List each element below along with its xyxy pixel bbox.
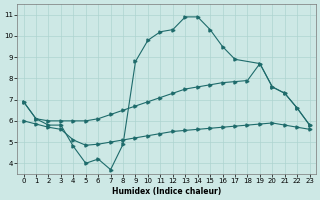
X-axis label: Humidex (Indice chaleur): Humidex (Indice chaleur) — [112, 187, 221, 196]
